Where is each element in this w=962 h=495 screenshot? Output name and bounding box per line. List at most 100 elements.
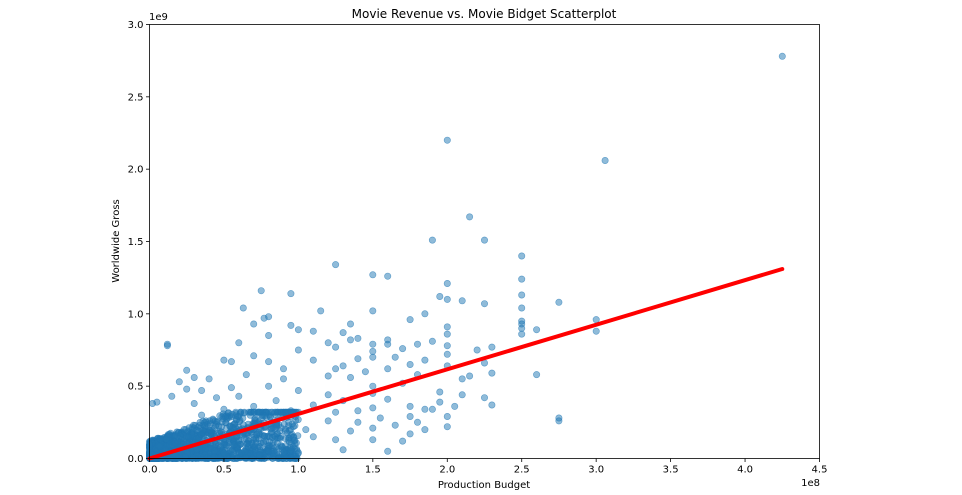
data-point — [406, 430, 414, 438]
data-point — [265, 358, 273, 366]
data-point — [309, 433, 317, 441]
data-point — [171, 439, 179, 447]
x-tick-label: 1.0 — [290, 465, 306, 476]
data-point — [287, 290, 295, 298]
data-point — [443, 350, 451, 358]
data-point — [281, 427, 289, 435]
data-point — [354, 334, 362, 342]
data-point — [518, 324, 526, 332]
data-point — [458, 391, 466, 399]
x-tick-label: 4.5 — [812, 465, 828, 476]
data-point — [451, 402, 459, 410]
data-point — [198, 386, 206, 394]
data-point — [201, 421, 209, 429]
data-point — [230, 450, 238, 458]
data-point — [183, 366, 191, 374]
data-point — [518, 275, 526, 283]
data-point — [197, 452, 205, 460]
data-point — [234, 437, 242, 445]
data-point — [242, 371, 250, 379]
data-point — [466, 213, 474, 221]
data-point — [220, 356, 228, 364]
data-point — [156, 435, 164, 443]
data-point — [339, 446, 347, 454]
data-point — [273, 430, 281, 438]
data-point — [555, 417, 563, 425]
data-points — [146, 52, 786, 462]
data-point — [260, 314, 268, 322]
data-point — [198, 411, 206, 419]
data-point — [168, 392, 176, 400]
data-point — [184, 432, 192, 440]
data-point — [354, 407, 362, 415]
data-point — [488, 369, 496, 377]
data-point — [332, 365, 340, 373]
data-point — [443, 330, 451, 338]
data-point — [183, 385, 191, 393]
data-point — [261, 432, 269, 440]
data-point — [235, 412, 243, 420]
data-point — [592, 316, 600, 324]
data-point — [262, 453, 270, 461]
data-point — [421, 426, 429, 434]
data-point — [239, 304, 247, 312]
data-point — [518, 330, 526, 338]
x-axis-label: Production Budget — [438, 480, 530, 491]
data-point — [190, 399, 198, 407]
data-point — [443, 342, 451, 350]
data-point — [175, 378, 183, 386]
data-point — [240, 408, 248, 416]
data-point — [406, 360, 414, 368]
x-tick-label: 3.0 — [588, 465, 604, 476]
data-point — [266, 413, 274, 421]
regression-line-group — [147, 266, 785, 461]
data-point — [235, 339, 243, 347]
data-point — [190, 373, 198, 381]
data-point — [228, 410, 236, 418]
data-point — [480, 394, 488, 402]
data-point — [376, 414, 384, 422]
y-offset-label: 1e9 — [149, 12, 168, 23]
data-point — [421, 356, 429, 364]
data-point — [255, 451, 263, 459]
data-point — [272, 408, 280, 416]
data-point — [391, 353, 399, 361]
y-axis-label: Worldwide Gross — [111, 199, 122, 282]
data-point — [518, 291, 526, 299]
data-point — [778, 52, 786, 60]
data-point — [533, 326, 541, 334]
data-point — [480, 300, 488, 308]
data-point — [369, 424, 377, 432]
data-point — [280, 420, 288, 428]
data-point — [332, 436, 340, 444]
data-point — [361, 368, 369, 376]
data-point — [391, 421, 399, 429]
data-point — [272, 443, 280, 451]
data-point — [443, 412, 451, 420]
data-point — [384, 365, 392, 373]
x-tick-label: 2.5 — [514, 465, 530, 476]
data-point — [189, 454, 197, 462]
data-point — [213, 394, 221, 402]
data-point — [473, 346, 481, 354]
data-point — [294, 449, 302, 457]
data-point — [458, 297, 466, 305]
data-point — [231, 423, 239, 431]
data-point — [235, 392, 243, 400]
data-point — [346, 427, 354, 435]
y-tick-label: 3.0 — [128, 20, 144, 31]
data-point — [399, 345, 407, 353]
y-tick-label: 1.5 — [128, 237, 144, 248]
data-point — [384, 340, 392, 348]
data-point — [555, 298, 563, 306]
data-point — [324, 417, 332, 425]
data-point — [261, 412, 269, 420]
data-point — [384, 395, 392, 403]
data-point — [601, 157, 609, 165]
x-tick-label: 1.5 — [365, 465, 381, 476]
data-point — [309, 327, 317, 335]
data-point — [332, 261, 340, 269]
data-point — [280, 448, 288, 456]
y-tick-label: 1.0 — [128, 309, 144, 320]
